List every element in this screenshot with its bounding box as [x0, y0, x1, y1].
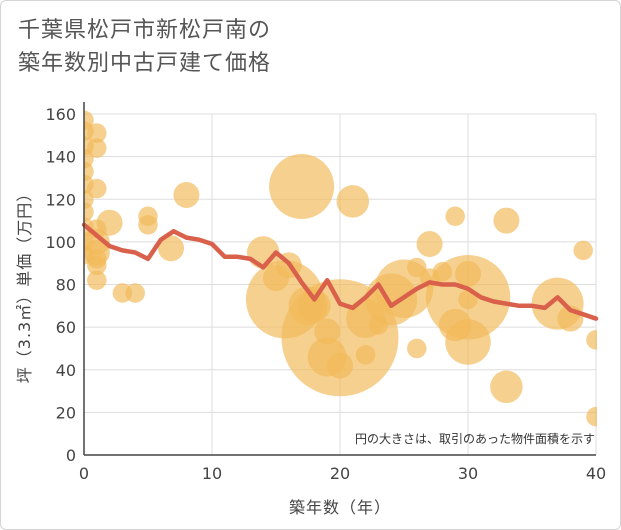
y-tick-label: 20	[56, 403, 76, 422]
bubble-point	[138, 215, 158, 235]
x-axis-label: 築年数（年）	[289, 498, 391, 517]
bubble-point	[158, 235, 185, 262]
y-tick-label: 100	[45, 233, 76, 252]
average-line-series	[81, 222, 599, 321]
y-tick-label: 160	[45, 105, 76, 124]
x-tick-label: 10	[202, 464, 222, 483]
bubble-point	[87, 255, 107, 276]
bubble-point	[87, 178, 107, 199]
bubble-point	[416, 231, 443, 258]
bubble-point	[336, 185, 370, 218]
bubble-point	[586, 406, 597, 427]
x-tick-label: 0	[79, 464, 89, 483]
bubble-point	[493, 207, 520, 234]
bubble-point	[96, 209, 123, 236]
y-tick-label: 60	[56, 318, 76, 337]
y-tick-label: 140	[45, 148, 76, 167]
bubble-point	[84, 202, 94, 222]
average-price-line	[81, 222, 599, 321]
size-legend-note: 円の大きさは、取引のあった物件面積を示す	[355, 431, 595, 446]
bubble-point	[445, 206, 465, 227]
bubble-point	[407, 257, 427, 278]
bubble-point	[490, 370, 523, 404]
tick-labels: 0 20 40 60 80 100 120 140 160 0 10 20 30 40	[45, 105, 606, 483]
y-tick-label: 120	[45, 190, 76, 209]
bubble-point	[355, 345, 376, 365]
bubble-point	[269, 153, 335, 219]
bubble-point	[87, 270, 107, 290]
chart-title-line-1: 千葉県松戸市新松戸南の	[18, 18, 272, 43]
chart-title: 千葉県松戸市新松戸南の 築年数別中古戸建て価格	[18, 14, 271, 80]
bubble-point	[573, 240, 593, 261]
bubble-point	[586, 330, 597, 350]
bubble-point	[445, 319, 491, 365]
chart-title-line-2: 築年数別中古戸建て価格	[18, 51, 272, 76]
bubble-point	[173, 181, 200, 208]
y-tick-label: 80	[56, 276, 76, 295]
x-tick-label: 20	[330, 464, 350, 483]
bubble-point	[407, 338, 427, 359]
bubble-point	[87, 123, 107, 143]
x-tick-label: 40	[586, 464, 606, 483]
bubble-point	[125, 283, 145, 303]
x-tick-label: 30	[458, 464, 478, 483]
y-axis-label: 坪（3.3㎡）単価（万円）	[15, 185, 34, 383]
y-tick-label: 40	[56, 361, 76, 380]
bubble-point	[327, 352, 353, 379]
axes	[83, 102, 596, 456]
bubble-series	[84, 110, 597, 427]
y-tick-label: 0	[66, 446, 76, 465]
bubble-point	[87, 138, 107, 158]
